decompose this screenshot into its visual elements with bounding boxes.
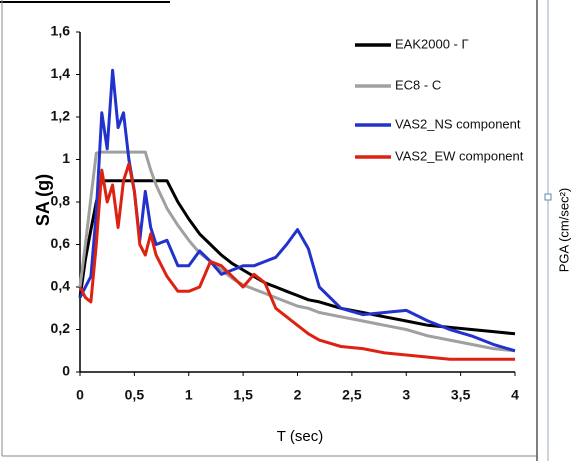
legend-label: EAK2000 - Γ <box>395 36 469 51</box>
handle <box>544 193 552 201</box>
y-tick-label: 0 <box>62 363 70 379</box>
x-tick-label: 0 <box>76 387 84 403</box>
legend-label: VAS2_NS component <box>395 116 521 131</box>
y-tick-label: 1,2 <box>51 108 71 124</box>
y-tick-label: 1,6 <box>51 23 71 39</box>
y-tick-label: 0,6 <box>51 235 71 251</box>
x-tick-label: 0,5 <box>125 387 145 403</box>
y-tick-label: 1 <box>62 150 70 166</box>
series-line <box>78 68 516 353</box>
y-tick-label: 1,4 <box>51 65 71 81</box>
x-tick-label: 1,5 <box>233 387 253 403</box>
y-tick-label: 0,8 <box>51 193 71 209</box>
x-tick-label: 2,5 <box>342 387 362 403</box>
x-tick-label: 3 <box>402 387 410 403</box>
y-axis-title: SA (g) <box>33 174 53 226</box>
x-tick-label: 2 <box>294 387 302 403</box>
y-tick-label: 0,2 <box>51 320 71 336</box>
series-line <box>78 162 515 361</box>
x-tick-label: 4 <box>511 387 519 403</box>
legend-label: VAS2_EW component <box>395 148 524 163</box>
y-tick-label: 0,4 <box>51 278 71 294</box>
x-tick-label: 3,5 <box>451 387 471 403</box>
x-tick-label: 1 <box>185 387 193 403</box>
right-axis-title: PGA (cm/sec²) <box>556 188 571 273</box>
legend-label: EC8 - C <box>395 77 441 92</box>
x-axis-title: T (sec) <box>277 428 323 445</box>
series-line <box>78 179 516 336</box>
